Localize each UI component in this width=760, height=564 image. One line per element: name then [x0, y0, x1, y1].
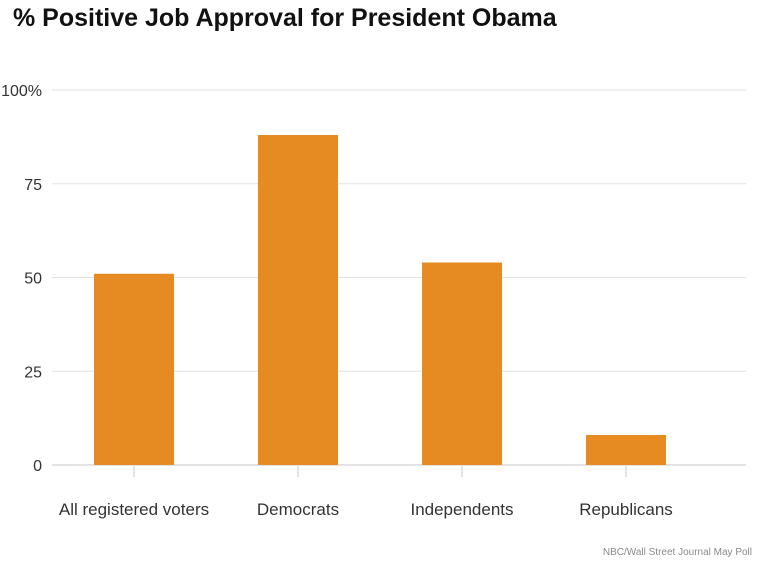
x-tick-label: Independents	[410, 500, 513, 519]
bar	[586, 435, 666, 465]
bar	[422, 262, 502, 465]
y-tick-label: 75	[24, 177, 42, 194]
x-tick-label: Republicans	[579, 500, 673, 519]
y-tick-label: 50	[24, 271, 42, 288]
x-tick-label: All registered voters	[59, 500, 209, 519]
y-tick-label: 25	[24, 364, 42, 381]
bar	[258, 135, 338, 465]
y-tick-label: 0	[33, 458, 42, 475]
y-tick-label: 100%	[1, 83, 42, 100]
x-tick-label: Democrats	[257, 500, 339, 519]
chart-title: % Positive Job Approval for President Ob…	[13, 4, 557, 32]
source-note: NBC/Wall Street Journal May Poll	[602, 547, 752, 558]
bar	[94, 273, 174, 465]
